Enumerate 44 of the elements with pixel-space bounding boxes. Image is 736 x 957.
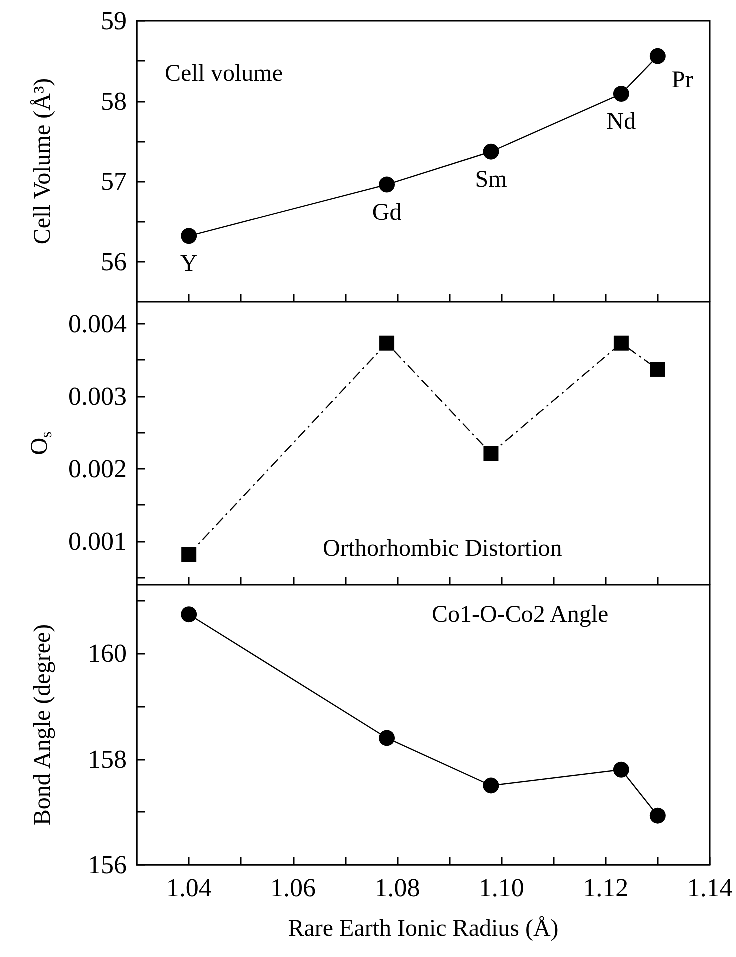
x-tick-label: 1.12: [583, 874, 629, 902]
x-tick-label: 1.06: [270, 874, 316, 902]
x-tick-label: 1.10: [478, 874, 524, 902]
y-tick-label: 160: [88, 639, 127, 668]
point: [613, 762, 630, 778]
y-tick-label: 57: [101, 167, 127, 196]
annotation: Orthorhombic Distortion: [323, 536, 562, 562]
x-tick-label: 1.04: [166, 874, 212, 902]
annotation: Nd: [606, 109, 636, 136]
y-tick-label: 59: [101, 6, 127, 36]
point: [380, 336, 395, 351]
point: [614, 336, 629, 351]
y-tick-label: 0.003: [68, 382, 127, 411]
annotation: Y: [180, 251, 198, 278]
y-axis-title: Os: [27, 432, 56, 456]
y-tick-label: 0.002: [68, 454, 127, 484]
annotation: Co1-O-Co2 Angle: [432, 602, 609, 628]
y-tick-label: 0.001: [68, 526, 127, 556]
x-tick-label: 1.08: [374, 874, 420, 902]
point: [650, 362, 666, 377]
y-tick-label: 156: [88, 850, 127, 880]
point: [650, 808, 666, 824]
y-tick-label: 58: [101, 86, 127, 116]
point: [181, 228, 198, 244]
point: [182, 547, 197, 562]
point: [181, 606, 198, 623]
point: [484, 446, 499, 462]
annotation: Sm: [475, 166, 508, 193]
annotation: Gd: [372, 200, 402, 226]
point: [613, 86, 630, 102]
annotation: Cell volume: [165, 61, 283, 87]
y-tick-label: 0.004: [68, 309, 127, 338]
y-axis-title: Bond Angle (degree): [30, 624, 56, 826]
point: [379, 176, 396, 193]
y-tick-label: 56: [101, 247, 127, 276]
y-axis-title: Cell Volume (Å³): [30, 78, 56, 245]
annotation: Pr: [672, 67, 694, 94]
point: [650, 48, 666, 64]
x-axis-title: Rare Earth Ionic Radius (Å): [288, 916, 559, 942]
point: [483, 144, 500, 160]
y-tick-label: 158: [88, 744, 127, 774]
point: [483, 778, 500, 794]
point: [379, 730, 396, 746]
x-tick-label: 1.14: [687, 874, 733, 902]
